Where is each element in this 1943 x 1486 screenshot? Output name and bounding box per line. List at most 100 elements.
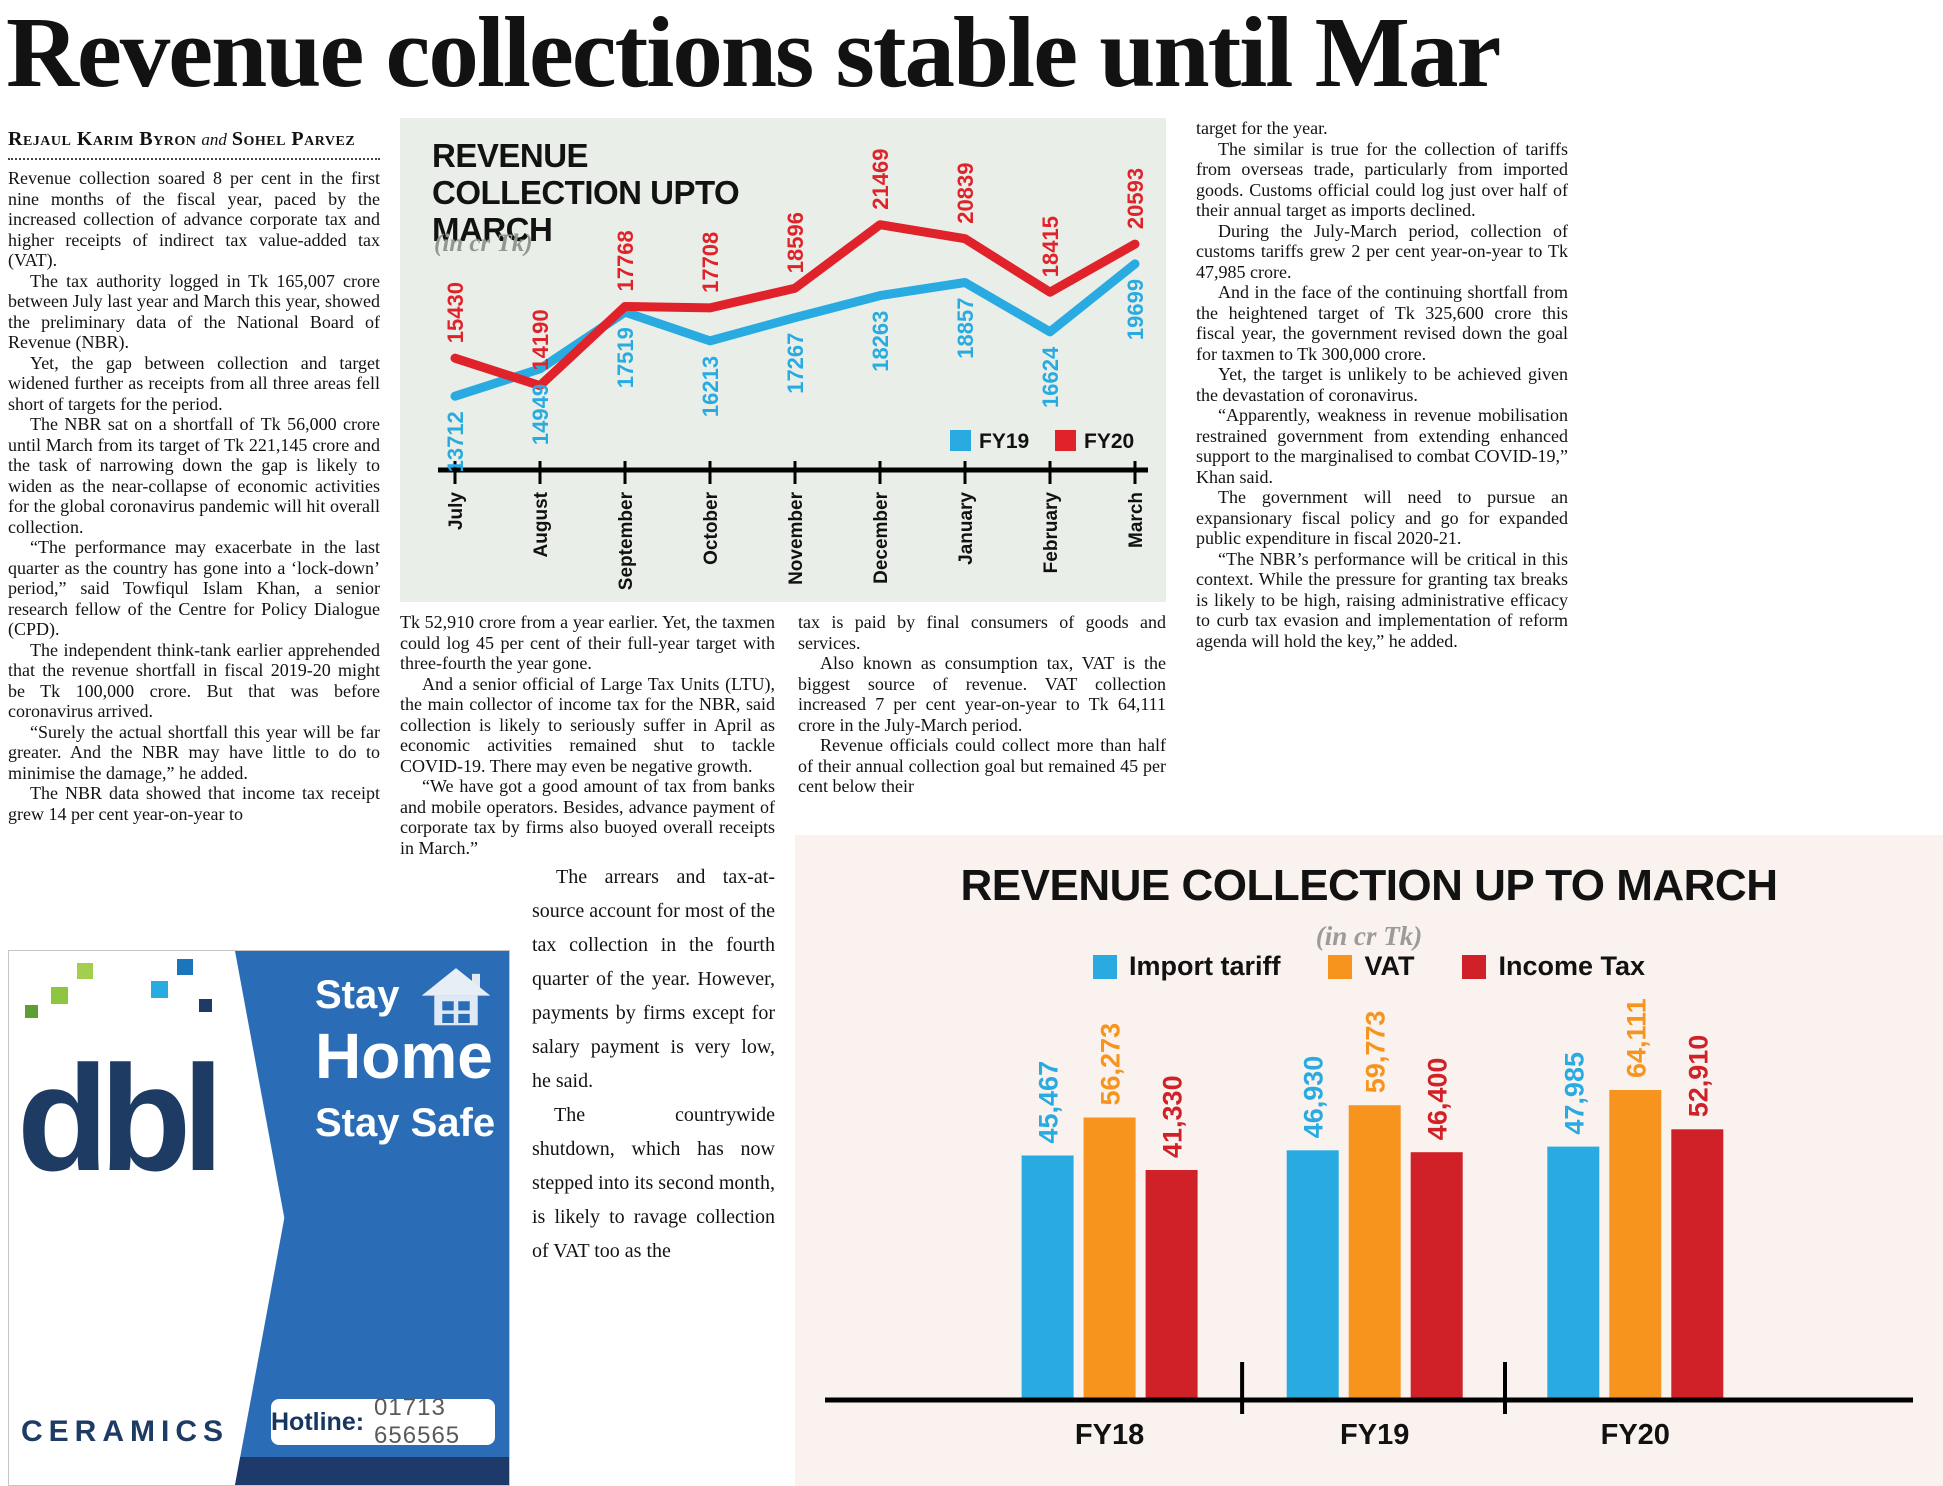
value-label: 46,930: [1299, 1056, 1329, 1139]
paragraph: The NBR data showed that income tax rece…: [8, 783, 380, 824]
legend-label: FY20: [1084, 430, 1134, 453]
line-chart-title: REVENUE COLLECTION UPTO MARCH: [432, 137, 740, 248]
value-label: 47,985: [1559, 1052, 1589, 1135]
legend-item: VAT: [1328, 951, 1414, 982]
hotline-label: Hotline:: [271, 1407, 365, 1436]
paragraph: Yet, the gap between collection and targ…: [8, 352, 380, 414]
article-column-right: target for the year. The similar is true …: [1196, 118, 1568, 651]
value-label: 20839: [953, 163, 978, 224]
value-label: 18596: [783, 212, 808, 273]
ad-line-1: Stay: [315, 973, 400, 1017]
bar-chart-legend: Import tariff VAT Income Tax: [795, 951, 1943, 982]
legend-label: Income Tax: [1498, 951, 1646, 981]
hotline-number: 01713 656565: [374, 1394, 461, 1449]
bar-Income Tax-FY20: [1671, 1129, 1724, 1400]
paragraph: “Apparently, weakness in revenue mobilis…: [1196, 405, 1568, 487]
x-tick-label: November: [786, 491, 807, 585]
paragraph: And in the face of the continuing shortf…: [1196, 282, 1568, 364]
bar-VAT-FY20: [1609, 1090, 1662, 1400]
paragraph: tax is paid by final consumers of goods …: [798, 612, 1166, 653]
value-label: 46,400: [1423, 1058, 1453, 1141]
x-tick-label: February: [1041, 492, 1062, 574]
revenue-line-chart: July August September October November Decemb…: [438, 149, 1148, 590]
article-column-middle-wrap: The arrears and tax-at-source account fo…: [532, 860, 775, 1268]
bar-chart-title: REVENUE COLLECTION UP TO MARCH: [960, 861, 1778, 910]
article-column-middle: Tk 52,910 crore from a year earlier. Yet…: [400, 612, 775, 1268]
value-label: 17519: [613, 327, 638, 388]
bar-VAT-FY19: [1348, 1105, 1401, 1400]
paragraph: Also known as consumption tax, VAT is th…: [798, 653, 1166, 735]
paragraph: The independent think-tank earlier appre…: [8, 639, 380, 722]
ad-line-3: Stay Safe: [315, 1101, 496, 1145]
paragraph: “We have got a good amount of tax from b…: [400, 776, 775, 858]
bar-Import tariff-FY18: [1021, 1155, 1074, 1400]
paragraph: Revenue collection soared 8 per cent in …: [8, 168, 380, 270]
x-tick-label: July: [446, 492, 467, 530]
x-tick-label: FY20: [1601, 1419, 1670, 1451]
legend-label: FY19: [979, 430, 1029, 453]
paragraph: And a senior official of Large Tax Units…: [400, 673, 775, 776]
bar-VAT-FY18: [1083, 1117, 1136, 1400]
x-tick-label: September: [616, 491, 637, 590]
value-label: 59,773: [1361, 1011, 1391, 1094]
paragraph: Yet, the target is unlikely to be achiev…: [1196, 364, 1568, 405]
value-label: 16624: [1038, 346, 1063, 408]
value-label: 18263: [868, 311, 893, 372]
x-tick-label: December: [871, 491, 892, 583]
legend-item: Income Tax: [1462, 951, 1645, 982]
paragraph: “The NBR’s performance will be critical …: [1196, 548, 1568, 651]
bar-Income Tax-FY18: [1145, 1170, 1198, 1400]
legend-label: VAT: [1364, 951, 1415, 981]
paragraph: “Surely the actual shortfall this year w…: [8, 721, 380, 783]
paragraph: “The performance may exacerbate in the l…: [8, 537, 380, 639]
value-label: 13712: [443, 411, 468, 472]
paragraph: Revenue officials could collect more tha…: [798, 735, 1166, 796]
ad-brand-sub: CERAMICS: [21, 1415, 230, 1448]
value-label: 16213: [698, 356, 723, 417]
value-label: 17768: [613, 230, 638, 291]
headline: Revenue collections stable until Mar: [6, 0, 1501, 108]
value-label: 17708: [698, 232, 723, 293]
line-chart-subtitle: (in cr Tk): [434, 230, 533, 257]
byline: Rejaul Karim Byron and Sohel Parvez: [8, 128, 380, 151]
paragraph: target for the year.: [1196, 118, 1328, 138]
byline-divider: [8, 158, 380, 160]
value-label: 18857: [953, 298, 978, 359]
paragraph: The NBR sat on a shortfall of Tk 56,000 …: [8, 414, 380, 537]
x-tick-label: October: [701, 491, 722, 564]
legend-swatch: [1092, 954, 1117, 979]
value-label: 18415: [1038, 216, 1063, 277]
bar-chart-panel: REVENUE COLLECTION UP TO MARCH (in cr Tk…: [795, 835, 1943, 1486]
legend-item: Import tariff: [1092, 951, 1281, 982]
value-label: 19699: [1123, 279, 1148, 340]
logo-pixel: [151, 981, 168, 998]
house-icon: [421, 968, 491, 1026]
ad-hotline: Hotline: 01713 656565: [271, 1394, 495, 1449]
x-tick-label: January: [956, 492, 977, 565]
bar-chart-subtitle: (in cr Tk): [1315, 921, 1423, 951]
byline-author-1: Rejaul Karim Byron: [8, 128, 197, 150]
byline-author-2: Sohel Parvez: [231, 128, 356, 150]
paragraph: The similar is true for the collection o…: [1196, 138, 1568, 221]
ad-message-area: Stay Home Stay Safe Hotline: 01713 65656…: [235, 951, 509, 1485]
logo-pixel: [177, 959, 193, 975]
byline-connector: and: [201, 130, 227, 149]
x-tick-label: March: [1126, 492, 1147, 548]
legend-swatch: [950, 430, 971, 451]
bar-Import tariff-FY20: [1547, 1146, 1600, 1400]
line-chart-panel: July August September October November Decemb…: [400, 118, 1166, 602]
legend-label: Import tariff: [1128, 951, 1281, 981]
value-label: 64,111: [1621, 998, 1651, 1078]
value-label: 17267: [783, 333, 808, 394]
value-label: 15430: [443, 282, 468, 343]
legend-swatch: [1055, 430, 1076, 451]
paragraph: The government will need to pursue an ex…: [1196, 487, 1568, 548]
revenue-bar-chart: 45,467 46,930 47,985 56,273 59,773 64,111 41,3…: [825, 998, 1913, 1451]
logo-pixel: [77, 963, 93, 979]
x-tick-label: August: [531, 491, 552, 557]
series-line-FY20: [450, 220, 1140, 391]
ad-line-2: Home: [315, 1020, 493, 1092]
value-label: 41,330: [1158, 1075, 1188, 1158]
legend-swatch: [1462, 954, 1487, 979]
